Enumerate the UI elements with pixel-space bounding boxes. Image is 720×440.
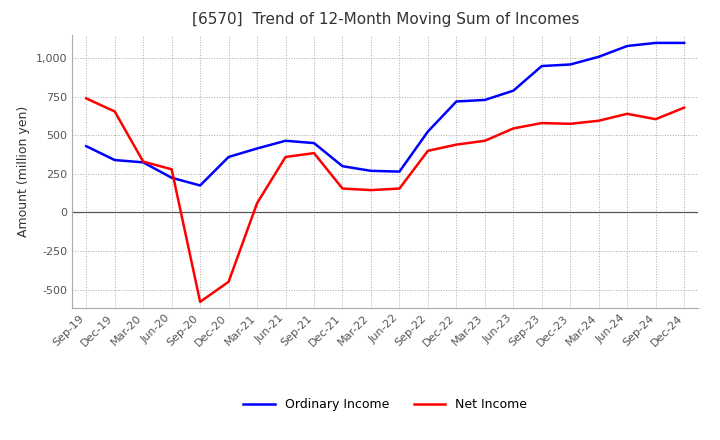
Net Income bbox=[82, 96, 91, 101]
Ordinary Income bbox=[652, 40, 660, 46]
Ordinary Income bbox=[110, 158, 119, 163]
Net Income bbox=[338, 186, 347, 191]
Net Income bbox=[452, 142, 461, 147]
Net Income bbox=[566, 121, 575, 126]
Ordinary Income bbox=[225, 154, 233, 160]
Net Income bbox=[652, 117, 660, 122]
Ordinary Income bbox=[310, 140, 318, 146]
Ordinary Income bbox=[680, 40, 688, 46]
Title: [6570]  Trend of 12-Month Moving Sum of Incomes: [6570] Trend of 12-Month Moving Sum of I… bbox=[192, 12, 579, 27]
Ordinary Income bbox=[253, 146, 261, 151]
Net Income bbox=[196, 299, 204, 304]
Ordinary Income bbox=[167, 175, 176, 180]
Ordinary Income bbox=[282, 138, 290, 143]
Ordinary Income bbox=[452, 99, 461, 104]
Net Income bbox=[623, 111, 631, 117]
Ordinary Income bbox=[395, 169, 404, 174]
Net Income bbox=[680, 105, 688, 110]
Net Income bbox=[480, 138, 489, 143]
Line: Ordinary Income: Ordinary Income bbox=[86, 43, 684, 186]
Net Income bbox=[310, 150, 318, 156]
Legend: Ordinary Income, Net Income: Ordinary Income, Net Income bbox=[238, 393, 532, 416]
Ordinary Income bbox=[509, 88, 518, 93]
Net Income bbox=[537, 121, 546, 126]
Net Income bbox=[282, 154, 290, 160]
Ordinary Income bbox=[366, 168, 375, 173]
Net Income bbox=[167, 167, 176, 172]
Net Income bbox=[395, 186, 404, 191]
Net Income bbox=[595, 118, 603, 123]
Ordinary Income bbox=[566, 62, 575, 67]
Net Income bbox=[253, 201, 261, 206]
Net Income bbox=[366, 187, 375, 193]
Y-axis label: Amount (million yen): Amount (million yen) bbox=[17, 106, 30, 237]
Ordinary Income bbox=[623, 44, 631, 49]
Net Income bbox=[110, 109, 119, 114]
Ordinary Income bbox=[82, 143, 91, 149]
Ordinary Income bbox=[338, 164, 347, 169]
Net Income bbox=[423, 148, 432, 154]
Net Income bbox=[509, 126, 518, 131]
Ordinary Income bbox=[196, 183, 204, 188]
Ordinary Income bbox=[480, 97, 489, 103]
Ordinary Income bbox=[537, 63, 546, 69]
Net Income bbox=[139, 159, 148, 164]
Net Income bbox=[225, 279, 233, 284]
Line: Net Income: Net Income bbox=[86, 99, 684, 302]
Ordinary Income bbox=[139, 160, 148, 165]
Ordinary Income bbox=[595, 54, 603, 59]
Ordinary Income bbox=[423, 129, 432, 134]
